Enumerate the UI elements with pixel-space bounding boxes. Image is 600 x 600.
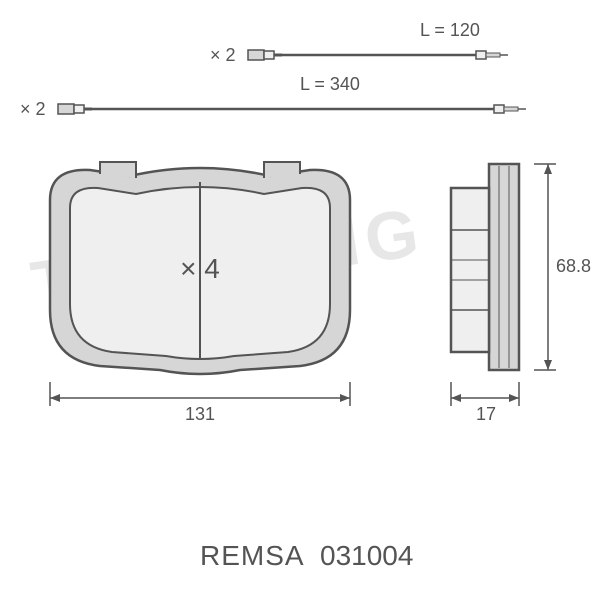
brake-pad-side	[445, 160, 525, 378]
wire-length-label: L = 340	[300, 74, 360, 95]
part-number: 031004	[320, 540, 413, 572]
wire-sensor-short: × 2	[210, 42, 550, 68]
dimension-height-value: 68.8	[556, 256, 591, 277]
wire-sensor-long: × 2	[20, 96, 560, 122]
wire-length-label: L = 120	[420, 20, 480, 41]
dimension-width-value: 131	[185, 404, 215, 425]
dimension-thickness-value: 17	[476, 404, 496, 425]
pad-qty-label: × 4	[180, 253, 220, 285]
wire-qty-label: × 2	[210, 45, 236, 66]
brand-label: REMSA	[200, 540, 305, 572]
wire-qty-label: × 2	[20, 99, 46, 120]
wire-sensor-icon	[58, 96, 528, 122]
wire-sensor-icon	[248, 42, 508, 68]
brake-pad-front: × 4	[40, 160, 360, 378]
